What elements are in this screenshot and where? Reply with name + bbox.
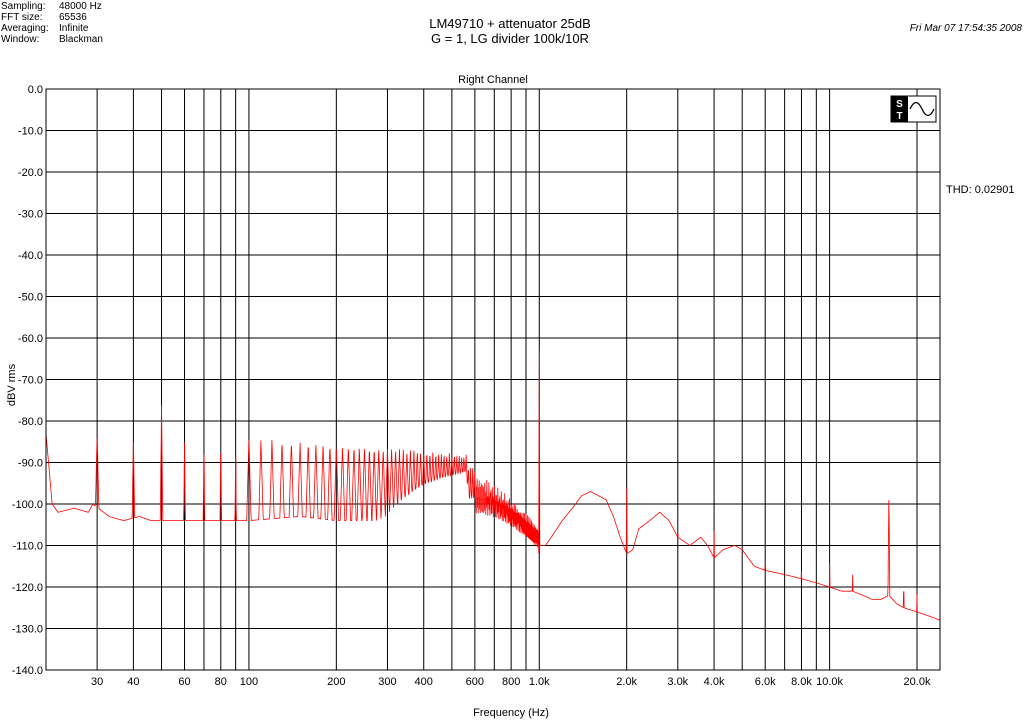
y-tick-label: -90.0 (18, 458, 43, 470)
x-tick-label: 40 (127, 676, 139, 688)
svg-text:T: T (896, 111, 902, 122)
y-tick-label: -10.0 (18, 126, 43, 138)
info-value: Blackman (59, 34, 103, 45)
x-tick-label: 30 (91, 676, 103, 688)
x-tick-label: 8.0k (791, 676, 812, 688)
x-tick-label: 60 (178, 676, 190, 688)
info-label: Averaging: (1, 23, 49, 34)
plot-title-line1: LM49710 + attenuator 25dB (429, 16, 591, 31)
x-tick-label: 80 (215, 676, 227, 688)
chart-title: Right Channel (458, 74, 528, 86)
plot-title-line2: G = 1, LG divider 100k/10R (431, 31, 589, 46)
y-tick-label: -50.0 (18, 292, 43, 304)
x-tick-label: 3.0k (667, 676, 688, 688)
y-tick-label: -100.0 (12, 499, 43, 511)
info-value: 65536 (59, 12, 87, 23)
plot-title: LM49710 + attenuator 25dB G = 1, LG divi… (330, 16, 690, 46)
plot-frame (45, 88, 941, 671)
x-axis-label: Frequency (Hz) (473, 707, 549, 719)
x-tick-label: 10.0k (816, 676, 843, 688)
y-tick-label: -70.0 (18, 375, 43, 387)
info-row-fft-size: FFT size: 65536 (1, 12, 103, 23)
info-row-window: Window: Blackman (1, 34, 103, 45)
x-tick-label: 1.0k (529, 676, 550, 688)
y-tick-label: -30.0 (18, 209, 43, 221)
x-tick-label: 800 (502, 676, 520, 688)
y-tick-label: -110.0 (13, 541, 43, 553)
measurement-info: Sampling: 48000 Hz FFT size: 65536 Avera… (1, 1, 103, 45)
x-tick-label: 4.0k (704, 676, 725, 688)
info-value: Infinite (59, 23, 89, 34)
y-axis-label: dBV rms (6, 363, 18, 406)
st-sine-logo-icon: S T (890, 95, 937, 123)
y-tick-label: -40.0 (18, 250, 43, 262)
y-tick-labels: 0.0 -10.0 -20.0 -30.0 -40.0 -50.0 -60.0 -70.0 -8… (12, 84, 43, 677)
x-tick-label: 400 (415, 676, 433, 688)
x-tick-label: 6.0k (755, 676, 776, 688)
x-tick-label: 2.0k (616, 676, 637, 688)
x-tick-label: 300 (378, 676, 396, 688)
y-tick-label: -80.0 (18, 416, 43, 428)
info-label: FFT size: (1, 12, 43, 23)
x-tick-label: 600 (466, 676, 484, 688)
x-tick-label: 100 (240, 676, 258, 688)
thd-readout: THD: 0.02901 (946, 184, 1015, 196)
info-value: 48000 Hz (59, 1, 102, 12)
spectrum-trace-line (45, 350, 941, 621)
info-row-averaging: Averaging: Infinite (1, 23, 103, 34)
x-tick-labels: 30 40 60 80 100 200 300 400 600 800 1.0k 2.0k 3.0k 4.… (91, 676, 931, 688)
y-tick-label: -20.0 (18, 167, 43, 179)
grid (46, 88, 940, 671)
y-tick-label: -140.0 (12, 665, 43, 677)
svg-text:S: S (896, 99, 903, 110)
y-tick-label: 0.0 (28, 84, 43, 96)
x-tick-label: 20.0k (904, 676, 931, 688)
y-tick-label: -130.0 (12, 624, 43, 636)
y-tick-label: -60.0 (18, 333, 43, 345)
info-row-sampling: Sampling: 48000 Hz (1, 1, 103, 12)
y-tick-label: -120.0 (12, 582, 43, 594)
info-label: Window: (1, 34, 40, 45)
info-label: Sampling: (1, 1, 46, 12)
x-tick-label: 200 (327, 676, 345, 688)
timestamp: Fri Mar 07 17:54:35 2008 (909, 23, 1022, 34)
